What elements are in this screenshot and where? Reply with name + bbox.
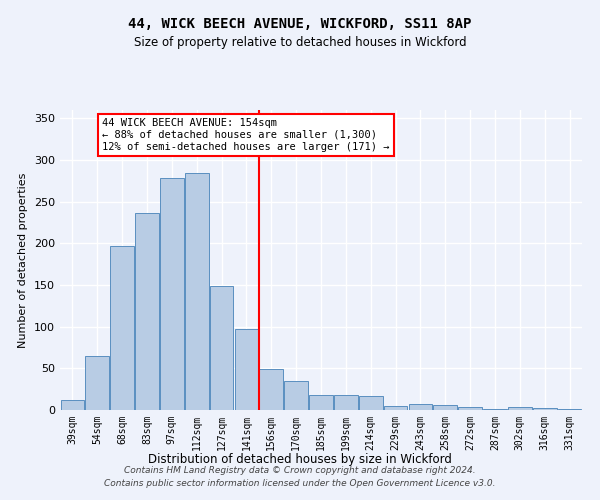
Text: Distribution of detached houses by size in Wickford: Distribution of detached houses by size … [148,452,452,466]
Bar [259,369,283,410]
Bar [508,406,532,410]
Y-axis label: Number of detached properties: Number of detached properties [19,172,28,348]
Bar [334,395,358,410]
Bar [433,405,457,410]
Bar [210,286,233,410]
Bar [483,409,507,410]
Text: 44, WICK BEECH AVENUE, WICKFORD, SS11 8AP: 44, WICK BEECH AVENUE, WICKFORD, SS11 8A… [128,18,472,32]
Bar [110,246,134,410]
Bar [135,212,159,410]
Bar [284,381,308,410]
Bar [309,395,333,410]
Bar [533,408,557,410]
Bar [409,404,432,410]
Text: Size of property relative to detached houses in Wickford: Size of property relative to detached ho… [134,36,466,49]
Bar [85,356,109,410]
Bar [458,406,482,410]
Bar [235,329,258,410]
Bar [384,406,407,410]
Bar [359,396,383,410]
Text: Contains HM Land Registry data © Crown copyright and database right 2024.
Contai: Contains HM Land Registry data © Crown c… [104,466,496,487]
Bar [185,172,209,410]
Bar [61,400,84,410]
Text: 44 WICK BEECH AVENUE: 154sqm
← 88% of detached houses are smaller (1,300)
12% of: 44 WICK BEECH AVENUE: 154sqm ← 88% of de… [102,118,390,152]
Bar [160,178,184,410]
Bar [558,409,581,410]
